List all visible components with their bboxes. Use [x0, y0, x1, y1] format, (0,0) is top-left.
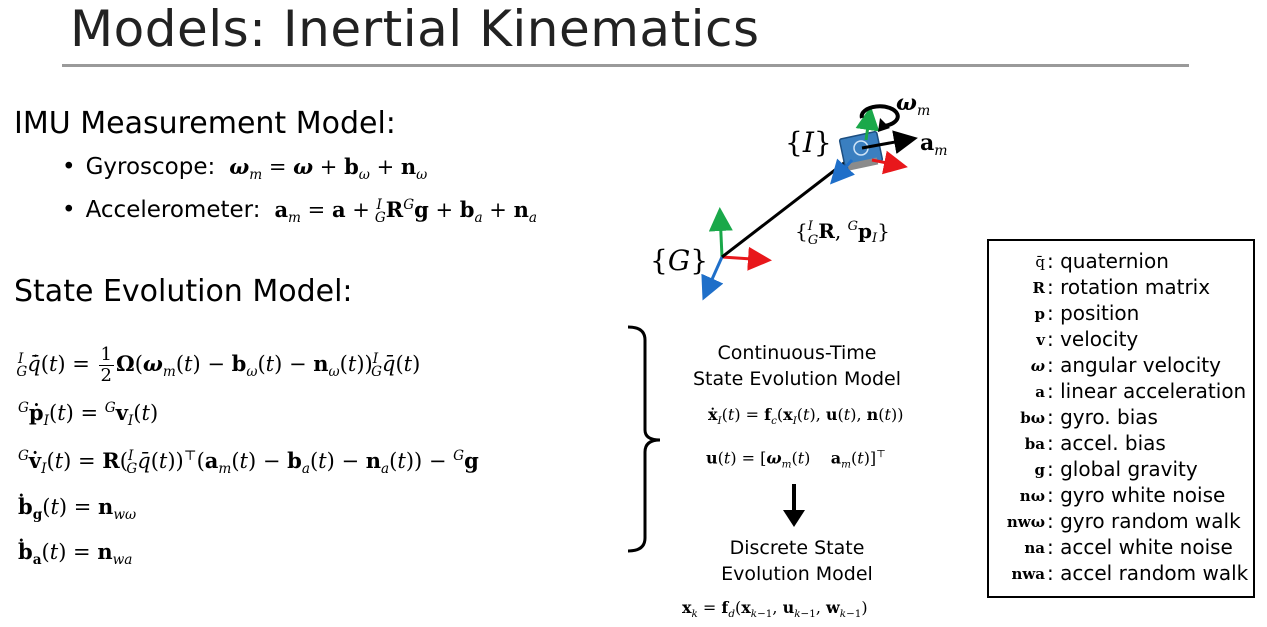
quaternion-dynamics-equation: IGq̄̇(t) = 1 2 Ω(ωm(t) − bω(t) − nω(t))IGq… [16, 344, 421, 386]
pose-label: {I GR, GpI} [795, 219, 890, 248]
slide-title: Models: Inertial Kinematics [70, 0, 760, 58]
state-evolution-heading: State Evolution Model: [14, 274, 353, 309]
legend-text: : accel random walk [1047, 561, 1249, 585]
legend-row: g: global gravity [989, 457, 1257, 483]
legend-text: : position [1047, 301, 1140, 325]
gyroscope-bullet: • Gyroscope: ωm = ω + bω + nω [62, 154, 427, 183]
global-x-axis [721, 246, 772, 271]
gyroscope-label: Gyroscope: [85, 154, 216, 180]
legend-symbol: q̄ [1035, 253, 1045, 271]
legend-symbol: bω [1020, 409, 1045, 427]
input-vector-equation: u(t) = [ωm(t) am(t)]⊤ [706, 448, 886, 471]
legend-symbol: g [1034, 461, 1046, 479]
gyro-bias-dynamics-equation: ḃg(t) = nwω [18, 494, 137, 524]
imu-heading: IMU Measurement Model: [14, 106, 396, 141]
legend-row: a: linear acceleration [989, 379, 1257, 405]
legend-text: : global gravity [1047, 457, 1198, 481]
legend-text: : linear acceleration [1047, 379, 1247, 403]
accel-bias-dynamics-equation: ḃa(t) = nwa [18, 539, 133, 569]
legend-text: : quaternion [1047, 249, 1169, 273]
legend-symbol: v [1036, 331, 1045, 349]
legend-row: R: rotation matrix [989, 275, 1257, 301]
legend-row: q̄: quaternion [989, 249, 1257, 275]
legend-symbol: nwω [1006, 513, 1045, 531]
accelerometer-equation: am = a + IGRGg + ba + na [274, 197, 537, 227]
legend-text: : gyro white noise [1047, 483, 1226, 507]
legend-row: ω: angular velocity [989, 353, 1257, 379]
global-z-axis [701, 256, 724, 301]
legend-row: v: velocity [989, 327, 1257, 353]
legend-row: ba: accel. bias [989, 431, 1257, 457]
legend-symbol: na [1024, 539, 1045, 557]
legend-text: : velocity [1047, 327, 1139, 351]
continuous-title-line2: State Evolution Model [692, 368, 901, 390]
bullet-dot: • [62, 197, 76, 223]
down-arrow-head [783, 510, 805, 527]
imu-x-axis [871, 150, 908, 175]
global-y-axis [708, 207, 733, 258]
discrete-title-line2: Evolution Model [721, 563, 873, 585]
accelerometer-label: Accelerometer: [85, 197, 261, 223]
legend-row: p: position [989, 301, 1257, 327]
legend-symbol: ω [1030, 357, 1045, 375]
continuous-state-equation: ẋI(t) = fc(xI(t), u(t), n(t)) [708, 405, 904, 428]
gyroscope-equation: ωm = ω + bω + nω [229, 154, 428, 184]
legend-row: na: accel white noise [989, 535, 1257, 561]
velocity-dynamics-equation: Gv̇I(t) = R(IGq̄(t))⊤(am(t) − ba(t) − na… [18, 448, 479, 478]
pose-vector [721, 158, 849, 259]
legend-symbol: p [1034, 305, 1046, 323]
imu-frame-label: {I} [785, 126, 832, 159]
accelerometer-bullet: • Accelerometer: am = a + IGRGg + ba + n… [62, 197, 537, 226]
equation-brace [627, 325, 661, 553]
imu-z-axis [829, 158, 855, 185]
global-frame-label: {G} [650, 244, 708, 277]
legend-text: : accel white noise [1047, 535, 1233, 559]
continuous-title-line1: Continuous-Time [717, 342, 877, 364]
imu-y-axis [855, 106, 880, 141]
omega-m-label: ωm [896, 90, 930, 119]
legend-symbol: nω [1019, 487, 1045, 505]
angular-rate-arrow [859, 104, 900, 128]
title-divider [62, 64, 1189, 67]
legend-text: : rotation matrix [1047, 275, 1211, 299]
bullet-dot: • [62, 154, 76, 180]
legend-text: : accel. bias [1047, 431, 1166, 455]
legend-row: bω: gyro. bias [989, 405, 1257, 431]
legend-text: : angular velocity [1047, 353, 1221, 377]
symbol-legend: q̄: quaternion R: rotation matrix p: pos… [987, 239, 1255, 598]
legend-row: nwω: gyro random walk [989, 509, 1257, 535]
position-dynamics-equation: GṗI(t) = GvI(t) [18, 400, 159, 430]
legend-symbol: a [1035, 383, 1045, 401]
legend-symbol: ba [1024, 435, 1045, 453]
angular-rate-arrow-head [878, 118, 890, 132]
legend-symbol: nwa [1011, 565, 1045, 583]
legend-text: : gyro. bias [1047, 405, 1158, 429]
legend-text: : gyro random walk [1047, 509, 1241, 533]
discrete-state-equation: xk = fd(xk−1, uk−1, wk−1) [682, 598, 868, 621]
legend-symbol: R [1032, 279, 1045, 297]
legend-row: nwa: accel random walk [989, 561, 1257, 587]
accel-vector [861, 130, 918, 154]
legend-row: nω: gyro white noise [989, 483, 1257, 509]
a-m-label: am [920, 130, 948, 159]
discrete-title-line1: Discrete State [729, 537, 865, 559]
